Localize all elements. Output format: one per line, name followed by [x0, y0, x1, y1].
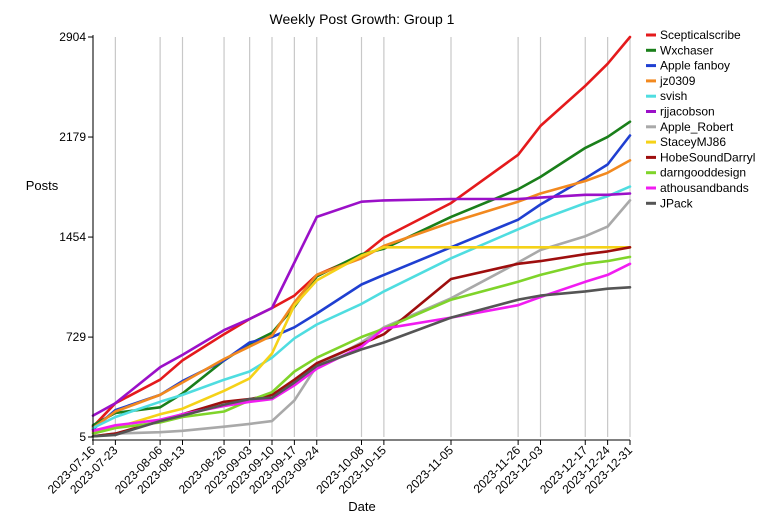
- legend-label: Apple fanboy: [660, 59, 730, 73]
- series-line-jpack: [91, 285, 632, 438]
- legend-label: Wxchaser: [660, 43, 713, 57]
- y-tick-label: 2904: [59, 30, 86, 44]
- series-line-svish: [91, 185, 632, 430]
- legend-label: svish: [660, 89, 687, 103]
- series-line-rjjacobson: [91, 192, 632, 417]
- y-tick-label: 2179: [59, 130, 86, 144]
- legend-label: StaceyMJ86: [660, 135, 726, 149]
- series-line-jz0309: [91, 159, 632, 430]
- series-line-darngooddesign: [91, 255, 632, 435]
- legend-label: HobeSoundDarryl: [660, 150, 755, 164]
- y-tick-label: 1454: [59, 230, 86, 244]
- series-lines: [91, 35, 632, 438]
- legend-label: JPack: [660, 196, 694, 210]
- legend-label: darngooddesign: [660, 166, 746, 180]
- y-axis-label: Posts: [26, 178, 59, 193]
- legend-label: Scepticalscribe: [660, 28, 741, 42]
- legend-label: rjjacobson: [660, 105, 715, 119]
- y-tick-label: 729: [66, 330, 86, 344]
- x-axis-label: Date: [348, 499, 375, 514]
- legend-label: jz0309: [659, 74, 696, 88]
- chart-title: Weekly Post Growth: Group 1: [270, 11, 455, 27]
- series-line-athousandbands: [91, 262, 632, 433]
- legend-label: Apple_Robert: [660, 120, 734, 134]
- legend-label: athousandbands: [660, 181, 749, 195]
- y-tick-label: 5: [79, 430, 86, 444]
- series-line-staceymj86: [91, 246, 632, 434]
- grid-lines: [92, 37, 631, 437]
